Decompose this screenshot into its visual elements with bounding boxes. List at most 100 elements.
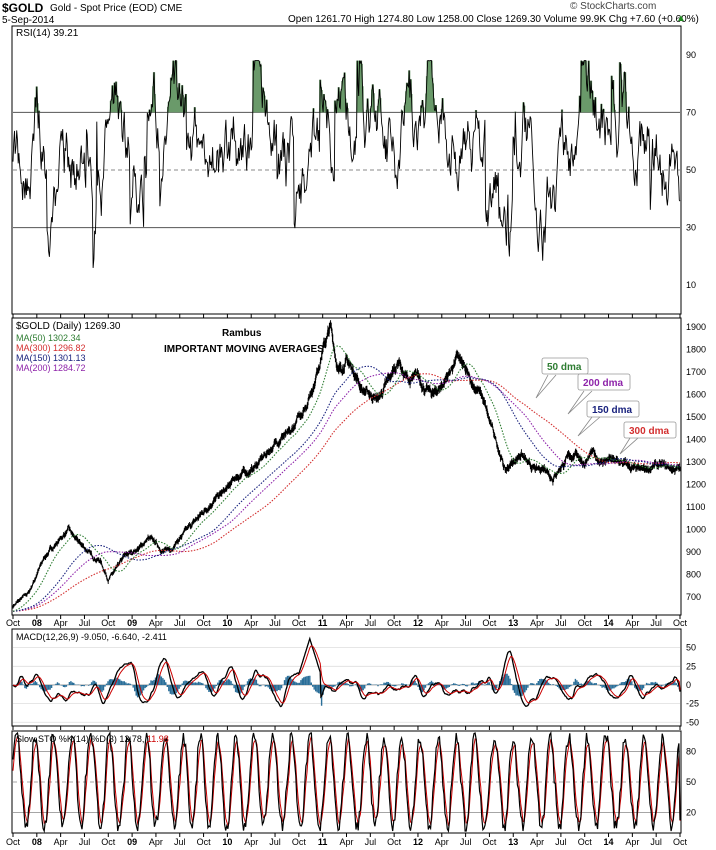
- x-tick-label: 13: [508, 618, 518, 628]
- ma150-line: [12, 365, 681, 612]
- x-tick-label: Jul: [174, 837, 186, 847]
- sto-panel: 20 50 80: [12, 731, 696, 834]
- x-tick-label: Apr: [530, 837, 544, 847]
- quote-summary: Open 1261.70 High 1274.80 Low 1258.00 Cl…: [288, 14, 699, 25]
- sto-label: Slow STO %K(14) %D(3) 12.78, 11.98: [16, 734, 169, 744]
- sto-tick-label: 50: [686, 777, 696, 787]
- x-tick-label: Apr: [54, 837, 68, 847]
- macd-panel: -50 -25 0 25 50: [12, 636, 699, 727]
- callout-pointer: [535, 374, 557, 399]
- rsi-tick-label: 70: [686, 107, 696, 117]
- ma50-line: [12, 345, 681, 612]
- up-arrow-icon: ▲: [676, 13, 686, 24]
- x-tick-label: Jul: [650, 837, 662, 847]
- x-tick-label: Apr: [244, 837, 258, 847]
- x-tick-label: Oct: [387, 618, 402, 628]
- rsi-overbought-fill: [34, 60, 630, 113]
- macd-tick-label: 50: [686, 643, 696, 653]
- rsi-tick-label: 30: [686, 223, 696, 233]
- x-tick-label: Oct: [673, 618, 688, 628]
- x-tick-label: Apr: [149, 618, 163, 628]
- ticker-symbol: $GOLD: [2, 1, 44, 15]
- price-panel: 700 800 900 1000 1100 1200 1300 1400 1500 1600 170…: [12, 320, 706, 612]
- x-tick-label: Oct: [6, 618, 21, 628]
- x-tick-label: 09: [127, 837, 137, 847]
- callout-box: [586, 400, 640, 418]
- price-tick-label: 1800: [686, 345, 706, 355]
- x-tick-label: Apr: [54, 618, 68, 628]
- x-tick-label: Jul: [269, 618, 281, 628]
- callout-label: 50 dma: [547, 362, 582, 373]
- x-tick-label: Jul: [460, 618, 472, 628]
- x-tick-label: Oct: [673, 837, 688, 847]
- macd-tick-label: -50: [686, 717, 699, 727]
- callout-label: 200 dma: [583, 378, 623, 389]
- price-tick-label: 1400: [686, 435, 706, 445]
- x-tick-label: Apr: [435, 618, 449, 628]
- sto-k-line: [12, 731, 681, 834]
- x-tick-label: Jul: [555, 618, 567, 628]
- price-tick-label: 1300: [686, 457, 706, 467]
- x-tick-label: Oct: [101, 837, 116, 847]
- ma200-line: [12, 372, 681, 612]
- macd-tick-label: 0: [686, 680, 691, 690]
- chart-subtitle: IMPORTANT MOVING AVERAGES: [164, 344, 324, 355]
- x-tick-label: Oct: [387, 837, 402, 847]
- rsi-line: [12, 60, 681, 268]
- x-tick-label: 10: [222, 837, 232, 847]
- callout-pointer: [619, 437, 639, 455]
- x-tick-label: Oct: [101, 618, 116, 628]
- x-tick-label: Apr: [625, 618, 639, 628]
- callout-pointer: [567, 390, 593, 415]
- x-tick-label: Jul: [460, 837, 472, 847]
- x-tick-label: Oct: [482, 837, 497, 847]
- x-tick-label: Oct: [292, 837, 307, 847]
- x-tick-label: Apr: [530, 618, 544, 628]
- callout-label: 150 dma: [592, 405, 632, 416]
- ma300-line: [12, 373, 681, 612]
- x-tick-label: 12: [413, 837, 423, 847]
- callout-box: [541, 357, 589, 375]
- x-tick-label: 14: [604, 618, 614, 628]
- quote-date: 5-Sep-2014: [2, 15, 55, 26]
- sto-tick-label: 80: [686, 746, 696, 756]
- sto-d-line: [12, 735, 681, 827]
- x-tick-label: Oct: [578, 618, 593, 628]
- x-tick-label: Jul: [174, 618, 186, 628]
- x-tick-label: Oct: [292, 618, 307, 628]
- x-tick-label: 13: [508, 837, 518, 847]
- sto-tick-label: 20: [686, 808, 696, 818]
- price-tick-label: 1500: [686, 412, 706, 422]
- callout-box: [577, 373, 631, 391]
- callout-box: [623, 421, 677, 439]
- x-tick-label: 11: [318, 837, 328, 847]
- chart-author: Rambus: [222, 328, 262, 339]
- price-label: $GOLD (Daily) 1269.30: [16, 321, 121, 332]
- price-tick-label: 1100: [686, 502, 705, 512]
- price-tick-label: 1700: [686, 367, 706, 377]
- macd-panel-frame: [11, 628, 682, 727]
- axes: Oct Oct 08 08 Apr Apr Jul Jul Oct Oct 09 09 Apr Apr Ju…: [6, 314, 688, 847]
- rsi-panel: 10 30 50 70 90: [12, 50, 696, 290]
- legend-ma50: MA(50) 1302.34: [16, 333, 81, 343]
- x-tick-label: 09: [127, 618, 137, 628]
- legend-ma150: MA(150) 1301.13: [16, 353, 86, 363]
- x-tick-label: Oct: [197, 618, 212, 628]
- price-tick-label: 1000: [686, 525, 706, 535]
- x-tick-label: Apr: [149, 837, 163, 847]
- x-tick-label: Oct: [197, 837, 212, 847]
- x-tick-label: Apr: [244, 618, 258, 628]
- callout-pointer: [577, 416, 601, 437]
- x-tick-label: 08: [32, 837, 42, 847]
- x-tick-label: Jul: [79, 618, 91, 628]
- x-tick-label: Oct: [578, 837, 593, 847]
- x-tick-label: Jul: [555, 837, 567, 847]
- x-tick-label: Apr: [339, 618, 353, 628]
- macd-tick-label: 25: [686, 661, 696, 671]
- ticker-description: Gold - Spot Price (EOD) CME: [50, 3, 183, 14]
- x-tick-label: Apr: [625, 837, 639, 847]
- price-tick-label: 700: [686, 592, 701, 602]
- price-tick-label: 1200: [686, 480, 706, 490]
- stockcharts-brand: © StockCharts.com: [570, 1, 657, 12]
